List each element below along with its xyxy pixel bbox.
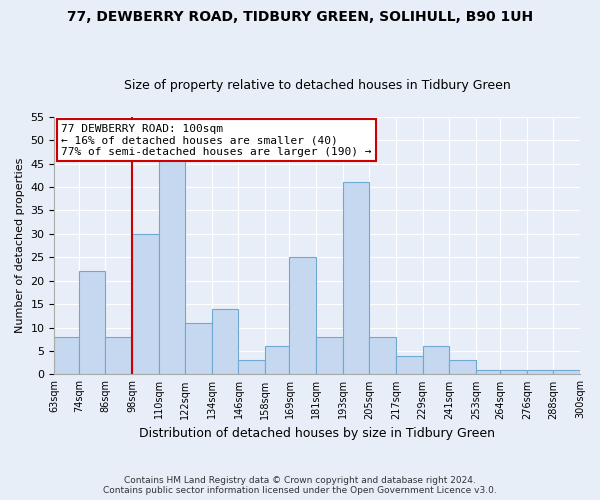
Bar (238, 360, 265, 374)
Bar (55, 337, 79, 374)
Bar (79, 272, 106, 374)
Bar (422, 346, 449, 374)
Text: 77 DEWBERRY ROAD: 100sqm
← 16% of detached houses are smaller (40)
77% of semi-d: 77 DEWBERRY ROAD: 100sqm ← 16% of detach… (61, 124, 371, 157)
Bar (396, 356, 422, 374)
Bar (500, 370, 527, 374)
Bar (132, 234, 158, 374)
Y-axis label: Number of detached properties: Number of detached properties (15, 158, 25, 334)
Bar (212, 309, 238, 374)
Title: Size of property relative to detached houses in Tidbury Green: Size of property relative to detached ho… (124, 79, 511, 92)
Bar (185, 323, 212, 374)
Bar (553, 370, 580, 374)
Bar (449, 360, 476, 374)
Bar (476, 370, 500, 374)
Bar (527, 370, 553, 374)
Bar (370, 337, 396, 374)
Bar (106, 337, 132, 374)
Text: 77, DEWBERRY ROAD, TIDBURY GREEN, SOLIHULL, B90 1UH: 77, DEWBERRY ROAD, TIDBURY GREEN, SOLIHU… (67, 10, 533, 24)
Bar (289, 258, 316, 374)
X-axis label: Distribution of detached houses by size in Tidbury Green: Distribution of detached houses by size … (139, 427, 495, 440)
Text: Contains HM Land Registry data © Crown copyright and database right 2024.
Contai: Contains HM Land Registry data © Crown c… (103, 476, 497, 495)
Bar (343, 182, 370, 374)
Bar (265, 346, 289, 374)
Bar (158, 159, 185, 374)
Bar (316, 337, 343, 374)
